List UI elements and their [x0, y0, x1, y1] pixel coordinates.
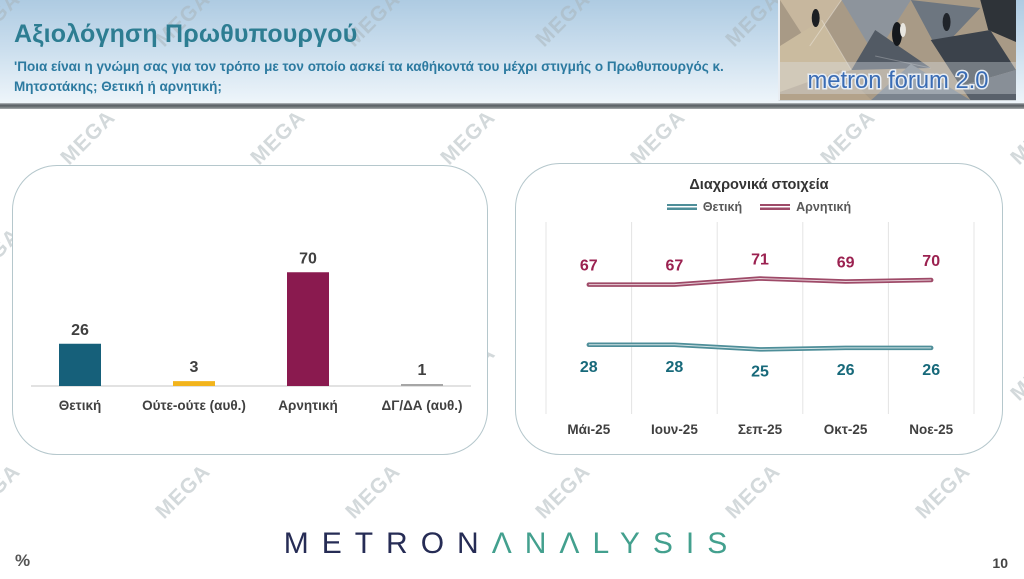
mega-watermark: MEGA [56, 105, 120, 170]
bar [173, 381, 215, 386]
series-value-label: 26 [922, 362, 940, 379]
x-axis-label: Σεπ-25 [738, 422, 783, 437]
bar-value-label: 26 [71, 322, 89, 339]
series-line-highlight [588, 277, 932, 286]
series-line [586, 276, 934, 287]
series-value-label: 67 [666, 258, 684, 275]
bar [59, 343, 101, 386]
legend-label: Αρνητική [796, 200, 852, 214]
page-title: Αξιολόγηση Πρωθυπουργού [14, 20, 358, 48]
x-axis-label: Ιουν-25 [651, 422, 698, 437]
x-axis-label: Οκτ-25 [824, 422, 868, 437]
series-line-highlight [588, 344, 932, 350]
legend-line-swatch [666, 204, 697, 210]
survey-question-text: 'Ποια είναι η γνώμη σας για τον τρόπο με… [14, 59, 724, 95]
series-value-label: 67 [580, 258, 598, 275]
mega-watermark: MEGA [246, 105, 310, 170]
bar-category-label: ΔΓ/ΔΑ (αυθ.) [382, 398, 463, 413]
bar-value-label: 1 [418, 362, 427, 379]
mega-watermark: MEGA [626, 105, 690, 170]
series-line [586, 342, 934, 352]
series-value-label: 28 [580, 359, 598, 376]
mega-watermark: MEGA [1006, 341, 1024, 406]
bar-value-label: 3 [190, 359, 199, 376]
page-number: 10 [992, 555, 1008, 571]
bar-chart-svg: 26 Θετική 3 Ούτε-ούτε (αυθ.) 70 Αρνητική 1 ΔΓ/Δ… [31, 250, 471, 413]
metron-forum-logo-text: metron forum 2.0 [807, 67, 988, 94]
legend-item: Αρνητική [760, 200, 851, 214]
line-chart-title: Διαχρονικά στοιχεία [689, 177, 829, 193]
bar [287, 272, 329, 386]
mega-watermark: MEGA [341, 459, 405, 524]
legend-line-swatch [760, 204, 791, 210]
series-value-label: 70 [922, 253, 940, 270]
mega-watermark: MEGA [0, 459, 25, 524]
legend-item: Θετική [666, 200, 743, 214]
legend-label: Θετική [702, 200, 743, 214]
bar [401, 384, 443, 386]
pm-evaluation-bar-chart-card: 26 Θετική 3 Ούτε-ούτε (αυθ.) 70 Αρνητική 1 ΔΓ/Δ… [12, 165, 488, 455]
x-axis-label: Νοε-25 [909, 422, 953, 437]
metron-analysis-logo-analysis: ΛNΛLYSIS [491, 527, 741, 560]
series-value-label: 28 [666, 359, 684, 376]
mega-watermark: MEGA [721, 459, 785, 524]
mega-watermark: MEGA [816, 105, 880, 170]
metron-analysis-logo-metron: METRON [283, 527, 492, 560]
line-chart-svg: 28 28 25 26 26 67 67 71 69 70 Μάι-25 Ιουν-25 Σεπ-25 Ο… [545, 222, 975, 437]
metron-analysis-logo: METRONΛNΛLYSIS [0, 527, 1024, 561]
mega-watermark: MEGA [531, 459, 595, 524]
series-value-label: 25 [751, 363, 769, 380]
mega-watermark: MEGA [151, 459, 215, 524]
x-axis-label: Μάι-25 [567, 422, 610, 437]
mega-watermark: MEGA [911, 459, 975, 524]
header-divider [0, 103, 1024, 109]
chart-legend: Θετική Αρνητική [516, 200, 1002, 214]
time-series-chart-card: Διαχρονικά στοιχεία Θετική Αρνητική 28 28 2… [515, 163, 1003, 455]
bar-value-label: 70 [299, 250, 317, 267]
mega-watermark: MEGA [436, 105, 500, 170]
series-value-label: 71 [751, 252, 769, 269]
bar-category-label: Αρνητική [278, 398, 337, 413]
mega-watermark: MEGA [1006, 105, 1024, 170]
metron-forum-logo-image: metron forum 2.0 [778, 0, 1016, 101]
bar-category-label: Ούτε-ούτε (αυθ.) [142, 398, 246, 413]
series-value-label: 26 [837, 362, 855, 379]
series-value-label: 69 [837, 255, 855, 272]
percent-units-label: % [15, 551, 31, 570]
bar-category-label: Θετική [59, 398, 101, 413]
